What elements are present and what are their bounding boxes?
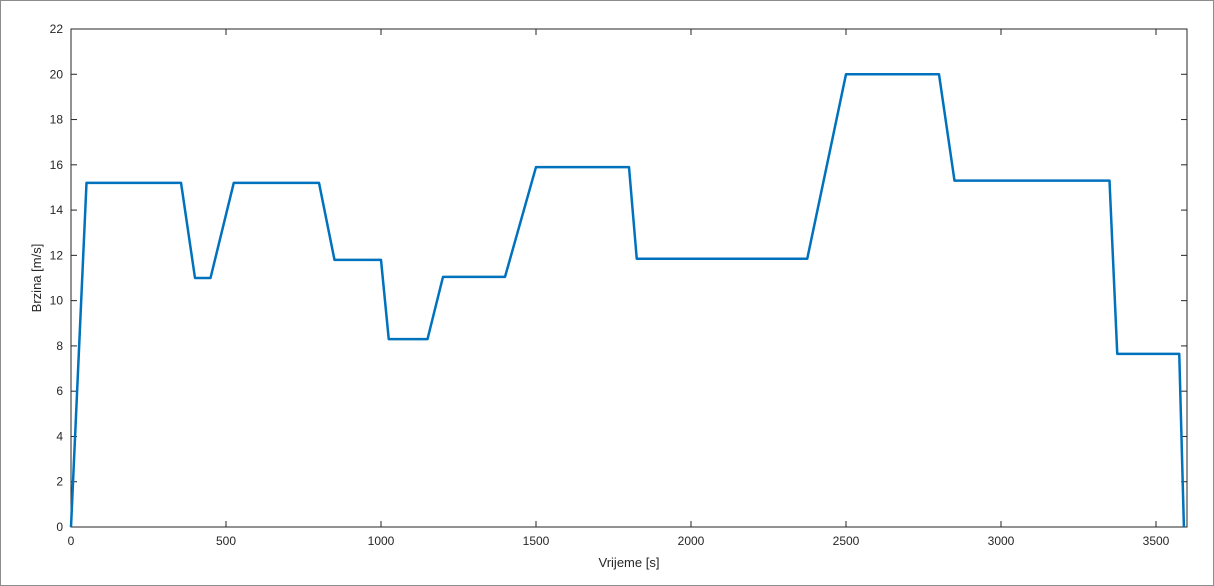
y-axis-label: Brzina [m/s] [29,244,44,313]
x-tick-label: 1500 [523,534,550,548]
x-axis: 0 500 1000 1500 2000 2500 3000 3500 [68,29,1170,548]
y-tick-label: 16 [50,158,64,172]
x-tick-label: 3000 [988,534,1015,548]
x-tick-label: 2500 [833,534,860,548]
y-tick-label: 18 [50,113,64,127]
y-tick-label: 22 [50,22,64,36]
plot-area [70,28,1188,528]
y-tick-label: 14 [50,203,64,217]
y-tick-label: 10 [50,294,64,308]
x-axis-label: Vrijeme [s] [599,555,660,570]
x-tick-label: 2000 [678,534,705,548]
y-tick-label: 2 [56,475,63,489]
x-tick-label: 500 [216,534,236,548]
x-tick-label: 3500 [1143,534,1170,548]
y-axis: 0 2 4 6 8 10 12 14 16 18 20 22 [50,22,1187,534]
y-tick-label: 20 [50,67,64,81]
x-tick-label: 1000 [368,534,395,548]
y-tick-label: 12 [50,248,64,262]
y-tick-label: 8 [56,339,63,353]
series-line [69,73,1186,528]
y-tick-label: 0 [56,520,63,534]
x-tick-label: 0 [68,534,75,548]
y-tick-label: 6 [56,384,63,398]
y-tick-label: 4 [56,429,63,443]
